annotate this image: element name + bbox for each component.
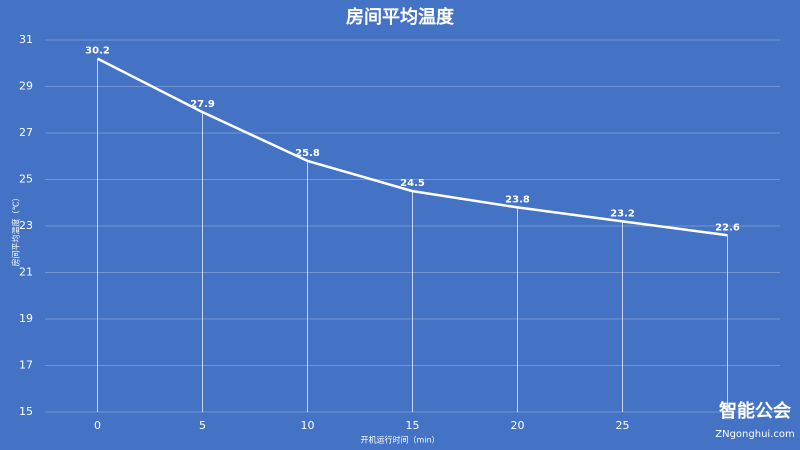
line [96,57,728,237]
data-label: 27.9 [190,99,215,110]
watermark-site: ZNgonghui.com [715,429,794,440]
data-label: 23.2 [610,208,635,219]
x-axis-label: 开机运行时间（min） [360,435,439,445]
x-tick-label: 15 [406,419,420,432]
y-tick-label: 21 [19,266,33,279]
y-tick-label: 15 [19,405,33,418]
x-tick-label: 10 [301,419,315,432]
y-tick-label: 25 [19,173,33,186]
x-tick-label: 5 [199,419,206,432]
x-tick-label: 20 [511,419,525,432]
data-label: 30.2 [85,46,110,57]
data-label: 23.8 [505,194,530,205]
x-tick-label: 0 [94,419,101,432]
data-label: 24.5 [400,178,425,189]
y-tick-label: 29 [19,80,33,93]
y-tick-label: 27 [19,126,33,139]
watermark-logo: 智能公会 [719,400,791,422]
y-tick-label: 19 [19,312,33,325]
data-label: 25.8 [295,148,320,159]
y-tick-label: 17 [19,359,33,372]
chart-title: 房间平均温度 [346,6,455,28]
data-label: 22.6 [715,222,740,233]
y-axis-label: 房间平均温度（℃） [11,194,21,267]
y-tick-label: 31 [19,33,33,46]
y-tick-label: 23 [19,219,33,232]
x-tick-label: 25 [616,419,630,432]
